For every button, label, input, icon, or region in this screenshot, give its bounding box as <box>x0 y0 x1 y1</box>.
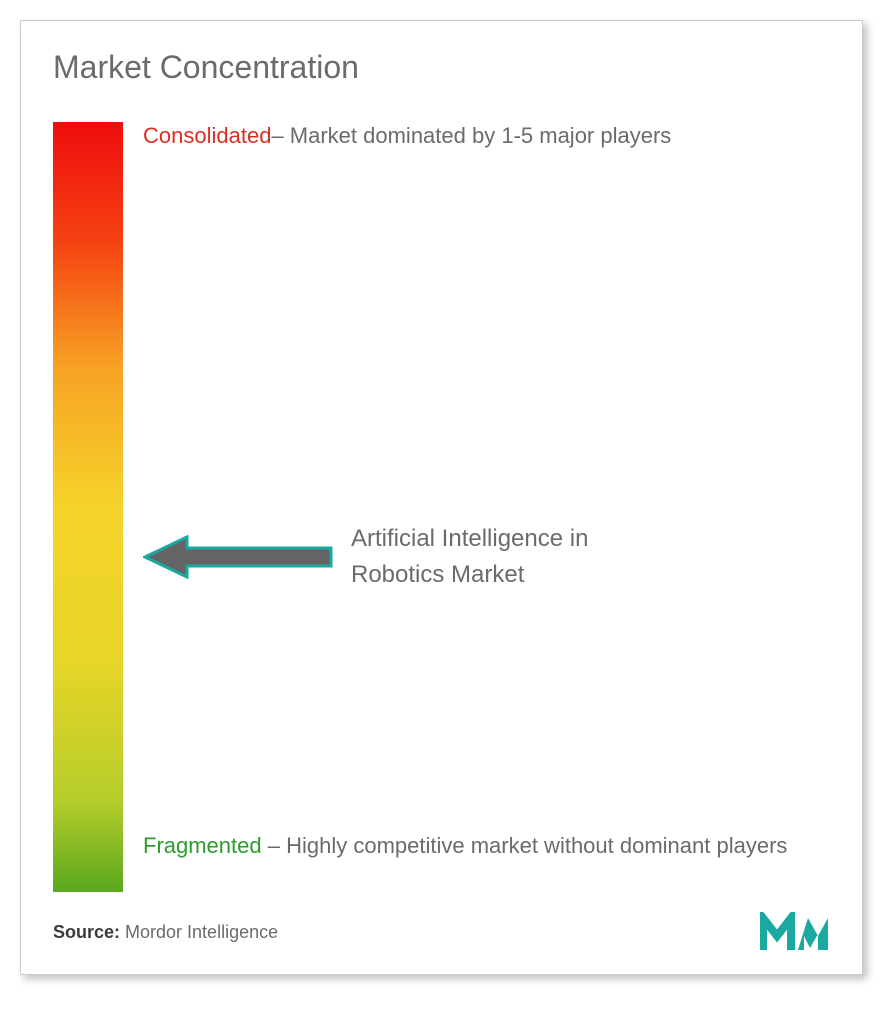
source-text: Source: Mordor Intelligence <box>53 922 278 943</box>
fragmented-word: Fragmented <box>143 833 262 858</box>
footer: Source: Mordor Intelligence <box>53 912 830 952</box>
arrow-left-icon <box>143 535 333 579</box>
consolidated-word: Consolidated <box>143 123 271 148</box>
page-title: Market Concentration <box>53 49 830 86</box>
brand-logo-icon <box>760 912 830 952</box>
infographic-card: Market Concentration Consolidated– Marke… <box>20 20 863 975</box>
labels-column: Consolidated– Market dominated by 1-5 ma… <box>143 116 830 886</box>
pointer-label-line1: Artificial Intelligence in <box>351 521 588 557</box>
fragmented-label: Fragmented – Highly competitive market w… <box>143 826 820 866</box>
fragmented-desc: – Highly competitive market without domi… <box>262 833 788 858</box>
content-area: Consolidated– Market dominated by 1-5 ma… <box>53 116 830 892</box>
consolidated-label: Consolidated– Market dominated by 1-5 ma… <box>143 116 820 156</box>
pointer-label: Artificial Intelligence in Robotics Mark… <box>351 521 588 593</box>
source-label: Source: <box>53 922 120 942</box>
concentration-gradient-bar <box>53 122 123 892</box>
pointer-label-line2: Robotics Market <box>351 557 588 593</box>
source-value: Mordor Intelligence <box>120 922 278 942</box>
market-pointer: Artificial Intelligence in Robotics Mark… <box>143 521 588 593</box>
consolidated-desc: – Market dominated by 1-5 major players <box>271 123 671 148</box>
